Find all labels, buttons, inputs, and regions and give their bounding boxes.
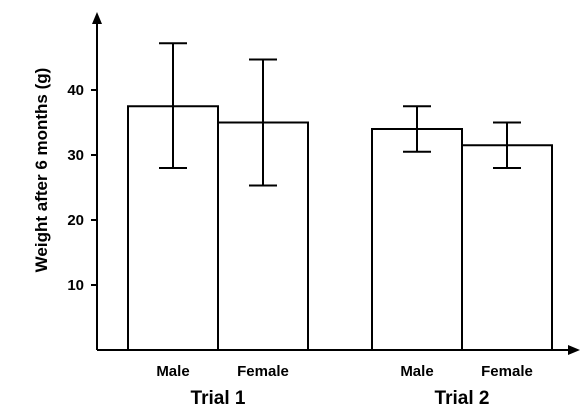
y-tick-label: 30 [67, 147, 84, 164]
y-axis-label: Weight after 6 months (g) [32, 68, 51, 273]
y-tick-label: 20 [67, 212, 84, 229]
bars [127, 105, 553, 351]
error-bars [159, 42, 521, 187]
group-label: Trial 2 [435, 388, 490, 409]
category-label: Male [156, 363, 189, 380]
bar-trial-2-female [461, 144, 553, 351]
category-label: Female [237, 363, 289, 380]
y-tick-label: 10 [67, 277, 84, 294]
group-label: Trial 1 [191, 388, 246, 409]
y-axis-arrow-icon [92, 12, 102, 24]
y-ticks: 10 20 30 40 [67, 82, 97, 294]
category-label: Female [481, 363, 533, 380]
x-axis-arrow-icon [568, 345, 580, 355]
y-tick-label: 40 [67, 82, 84, 99]
category-label: Male [400, 363, 433, 380]
bar-trial-2-male [371, 128, 463, 351]
